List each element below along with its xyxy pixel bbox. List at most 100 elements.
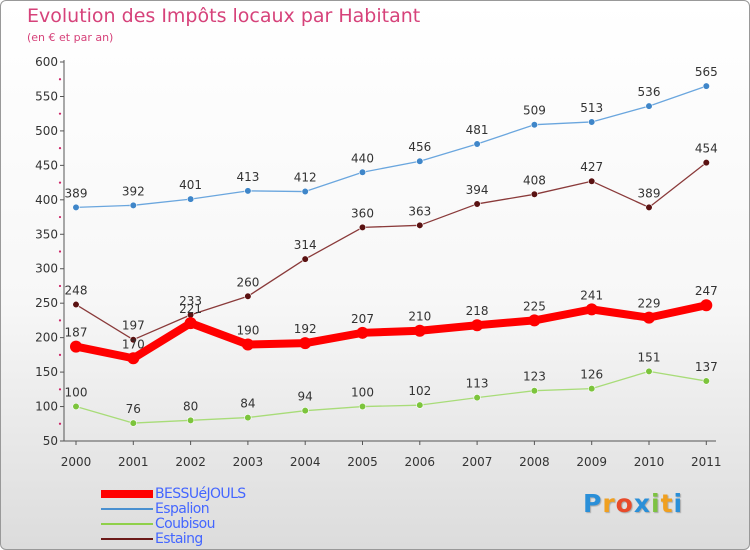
proxiti-logo: Proxiti [583,489,683,518]
data-point-estaing [702,159,710,167]
y-minor-tick [58,284,62,288]
data-point-bessuejouls [413,324,426,337]
y-tick-label: 250 [35,296,58,310]
data-point-estaing [301,255,309,263]
legend-label-espalion: Espalion [155,501,210,517]
data-label-coubisou: 113 [466,377,489,391]
data-label-estaing: 408 [523,173,546,187]
x-tick-label: 2008 [519,455,550,469]
y-minor-tick [58,181,62,184]
data-point-bessuejouls [471,319,484,332]
data-label-coubisou: 137 [695,360,718,374]
data-point-estaing [129,336,137,344]
data-label-coubisou: 76 [126,402,141,416]
logo-letter: i [673,489,684,518]
y-tick-label: 200 [35,331,58,345]
data-point-estaing [416,221,424,229]
data-label-estaing: 260 [236,275,259,289]
data-label-bessuejouls: 241 [580,288,603,302]
data-label-coubisou: 80 [183,399,198,413]
legend-swatch-bessuejouls [101,490,153,498]
y-tick-label: 150 [35,365,58,379]
y-minor-tick [58,112,62,115]
data-label-bessuejouls: 210 [408,310,431,324]
data-point-bessuejouls [241,338,254,351]
data-point-coubisou [129,419,137,427]
data-label-espalion: 513 [580,101,603,115]
data-label-estaing: 233 [179,294,202,308]
data-point-coubisou [187,416,195,424]
data-label-espalion: 401 [179,178,202,192]
data-label-coubisou: 100 [351,386,374,400]
data-label-espalion: 456 [408,140,431,154]
data-point-espalion [588,118,596,126]
y-minor-tick [58,353,62,356]
data-point-estaing [530,190,539,198]
legend-label-coubisou: Coubisou [155,516,216,532]
logo-letter: r [602,489,616,518]
legend-label-bessuejouls: BESSUéJOULS [155,486,246,502]
data-point-coubisou [244,413,252,422]
data-label-bessuejouls: 229 [638,297,661,311]
data-label-bessuejouls: 225 [523,299,546,313]
data-point-espalion [187,195,195,203]
data-point-coubisou [588,385,596,393]
y-minor-tick [58,215,62,219]
chart-title: Evolution des Impôts locaux par Habitant [27,5,421,27]
data-label-espalion: 481 [466,123,489,137]
data-label-bessuejouls: 187 [65,326,88,340]
legend-label-estaing: Estaing [155,531,203,547]
y-tick-label: 300 [35,262,58,276]
data-label-coubisou: 126 [580,368,603,382]
x-tick-label: 2011 [691,455,722,469]
data-label-coubisou: 100 [65,386,88,400]
data-label-coubisou: 102 [408,384,431,398]
logo-letter: t [660,489,674,518]
data-label-bessuejouls: 221 [179,302,202,316]
data-point-bessuejouls [528,314,541,327]
y-tick-label: 550 [35,89,58,103]
x-tick-label: 2007 [462,455,493,469]
x-tick-label: 2004 [290,455,321,469]
series-line-espalion [75,85,707,209]
data-point-espalion [702,82,710,90]
data-label-coubisou: 123 [523,370,546,384]
chart-subtitle: (en € et par an) [27,31,114,44]
data-point-espalion [244,187,252,195]
data-label-estaing: 314 [294,238,317,252]
y-minor-tick [58,388,62,391]
y-tick-label: 600 [35,55,58,69]
data-label-espalion: 536 [638,85,661,99]
data-point-espalion [72,203,80,211]
y-minor-tick [58,422,62,425]
y-minor-tick [58,250,62,253]
x-tick-label: 2002 [175,455,206,469]
y-tick-label: 100 [35,400,58,414]
data-label-estaing: 360 [351,206,374,220]
data-point-coubisou [301,407,309,415]
x-tick-label: 2003 [233,455,264,469]
data-point-estaing [473,200,481,208]
data-point-estaing [645,203,653,211]
data-label-bessuejouls: 207 [351,312,374,326]
data-label-espalion: 509 [523,104,546,118]
data-point-espalion [530,121,539,129]
data-label-coubisou: 84 [240,397,255,411]
data-label-espalion: 389 [65,186,88,200]
data-point-espalion [645,102,653,110]
data-label-espalion: 440 [351,151,374,165]
data-point-bessuejouls [700,299,713,312]
legend-swatch-coubisou [101,523,153,525]
logo-letter: i [651,489,661,518]
series-line-estaing [75,162,707,341]
logo-letter: o [615,489,634,518]
data-point-bessuejouls [643,311,655,324]
data-point-espalion [129,201,137,209]
y-tick-label: 50 [43,434,58,448]
data-label-bessuejouls: 192 [294,322,317,336]
data-point-espalion [301,187,309,196]
x-tick-label: 2010 [634,455,665,469]
y-tick-label: 450 [35,158,58,172]
data-point-espalion [473,140,481,148]
